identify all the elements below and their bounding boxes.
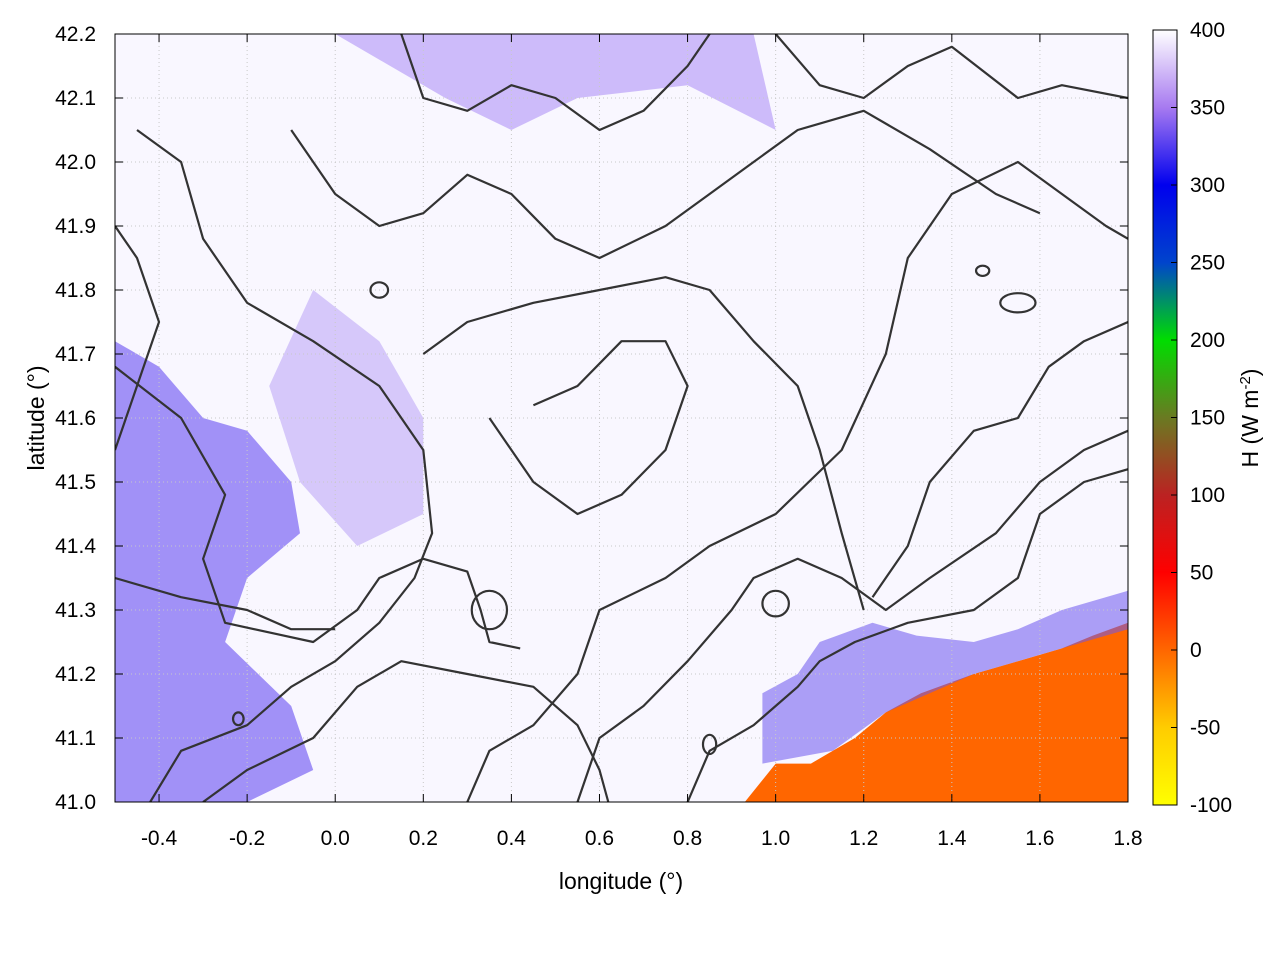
- colorbar-tick-label: 300: [1190, 174, 1225, 197]
- colorbar-tick-label: 250: [1190, 252, 1225, 275]
- y-tick-label: 41.7: [55, 343, 96, 366]
- contour-m: [115, 225, 161, 451]
- x-axis: -0.4 -0.2 0.0 0.2 0.4 0.6 0.8 1.0 1.2 1.4 1.6 1.8: [141, 34, 1143, 850]
- contour-l: [115, 576, 336, 631]
- x-axis-label: longitude (°): [559, 868, 683, 894]
- colorbar-tick-label: 150: [1190, 407, 1225, 430]
- loop-2: [470, 589, 509, 631]
- y-tick-label: 41.4: [55, 535, 96, 558]
- flux-field-layer: [115, 34, 1128, 802]
- x-tick-label: 0.4: [497, 827, 527, 850]
- y-axis-label: latitude (°): [23, 365, 49, 470]
- y-tick-label: 42.2: [55, 23, 96, 46]
- contour-k: [488, 340, 689, 516]
- contour-g: [422, 276, 865, 611]
- colorbar-tick-label: 100: [1190, 484, 1225, 507]
- y-tick-label: 41.2: [55, 663, 96, 686]
- colorbar-tick-label: 0: [1190, 639, 1202, 662]
- colorbar-label-exponent: -2: [1237, 376, 1254, 389]
- y-tick-label: 41.9: [55, 215, 96, 238]
- field-coastal-high-flux: [762, 590, 1128, 764]
- y-tick-label: 41.6: [55, 407, 96, 430]
- loop-5: [231, 711, 245, 727]
- colorbar-tick-label: 350: [1190, 97, 1225, 120]
- field-northern-high-flux: [335, 34, 776, 130]
- colorbar-tick-label: -100: [1190, 794, 1232, 817]
- contour-n: [871, 320, 1128, 598]
- x-tick-label: 1.2: [849, 827, 878, 850]
- y-tick-label: 41.1: [55, 727, 96, 750]
- x-tick-label: -0.4: [141, 827, 178, 850]
- contour-i: [400, 34, 711, 132]
- contour-a: [115, 365, 521, 650]
- y-tick-label: 42.0: [55, 151, 96, 174]
- colorbar-axis: -100 -50 0 50 100 150 200 250 300 350 400: [1171, 19, 1232, 817]
- colorbar-label: H (W m-2): [1237, 369, 1264, 468]
- contour-h: [290, 109, 1041, 260]
- loop-7: [974, 264, 991, 278]
- contour-f: [686, 468, 1128, 802]
- x-tick-label: 1.0: [761, 827, 790, 850]
- x-tick-label: 1.6: [1025, 827, 1054, 850]
- colorbar-tick-label: 200: [1190, 329, 1225, 352]
- contour-b: [136, 129, 434, 802]
- contour-d: [466, 160, 1128, 802]
- x-tick-label: 0.0: [321, 827, 350, 850]
- colorbar-tick-label: 50: [1190, 562, 1213, 585]
- x-tick-label: 1.4: [937, 827, 967, 850]
- y-tick-label: 42.1: [55, 87, 96, 110]
- colorbar-label-end: ): [1237, 369, 1263, 377]
- x-tick-label: 0.2: [409, 827, 438, 850]
- y-tick-label: 41.5: [55, 471, 96, 494]
- y-tick-label: 41.3: [55, 599, 96, 622]
- colorbar-label-main: H (W m: [1237, 390, 1263, 468]
- y-axis: 41.0 41.1 41.2 41.3 41.4 41.5 41.6 41.7 41.8 41.9…: [55, 23, 1128, 814]
- x-tick-label: 0.8: [673, 827, 702, 850]
- loop-1: [369, 281, 390, 299]
- contour-e: [576, 429, 1128, 802]
- loop-6: [701, 733, 718, 756]
- field-sea: [744, 622, 1128, 802]
- x-tick-label: 0.6: [585, 827, 614, 850]
- loop-4: [999, 292, 1037, 314]
- colorbar-tick-label: -50: [1190, 717, 1220, 740]
- y-tick-label: 41.0: [55, 791, 96, 814]
- contour-c: [202, 660, 610, 802]
- field-western-high-flux: [115, 341, 314, 802]
- colorbar-tick-label: 400: [1190, 19, 1225, 42]
- x-tick-label: 1.8: [1113, 827, 1142, 850]
- y-tick-label: 41.8: [55, 279, 96, 302]
- contour-j: [774, 34, 1128, 100]
- loop-3: [761, 589, 790, 618]
- x-tick-label: -0.2: [229, 827, 265, 850]
- contour-layer: [115, 34, 1128, 802]
